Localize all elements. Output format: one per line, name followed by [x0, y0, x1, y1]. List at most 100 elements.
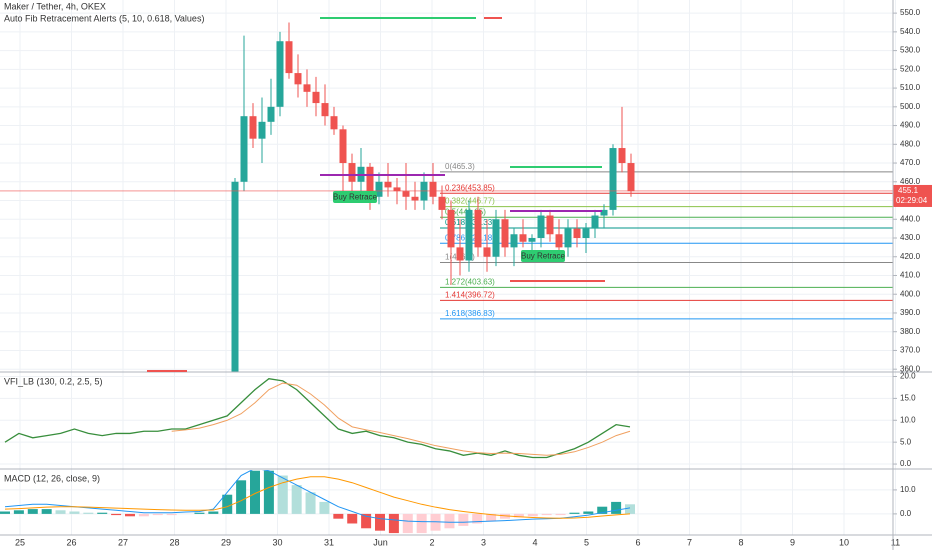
candle-body — [564, 228, 572, 248]
macd-bar — [527, 513, 538, 517]
candle-body — [303, 84, 311, 92]
y-tick-label: 0.0 — [900, 459, 912, 468]
macd-bar — [152, 513, 163, 516]
candle-body — [609, 148, 617, 210]
y-tick-label: 520.0 — [900, 64, 921, 73]
macd-title: MACD (12, 26, close, 9) — [4, 473, 100, 483]
macd-bar — [138, 513, 149, 517]
y-tick-label: 510.0 — [900, 83, 921, 92]
macd-bar — [402, 513, 413, 534]
y-tick-label: 480.0 — [900, 139, 921, 148]
candle-body — [267, 106, 275, 122]
x-tick-label: 2 — [429, 537, 434, 547]
candle-body — [456, 247, 464, 261]
macd-bar — [375, 513, 385, 531]
macd-bar — [583, 511, 594, 514]
y-tick-label: 15.0 — [900, 394, 916, 403]
y-tick-label: 490.0 — [900, 121, 921, 130]
candle-body — [627, 163, 635, 192]
candle-body — [411, 196, 419, 201]
macd-bar — [597, 506, 608, 514]
macd-bar — [388, 513, 399, 534]
macd-bar — [319, 501, 330, 514]
buy-label: Buy Retrace — [333, 193, 378, 202]
macd-bar — [222, 494, 233, 514]
x-tick-label: 28 — [169, 537, 179, 547]
x-tick-label: 5 — [584, 537, 589, 547]
x-tick-label: 31 — [324, 537, 334, 547]
macd-bar — [125, 513, 135, 517]
candle-body — [429, 181, 437, 197]
macd-bar — [513, 513, 524, 518]
y-tick-label: 370.0 — [900, 346, 921, 355]
fib-label: 0(465.3) — [445, 162, 475, 171]
countdown: 02:29:04 — [896, 196, 928, 205]
candle-body — [618, 148, 626, 164]
macd-bar — [236, 480, 247, 514]
macd-bar — [69, 511, 80, 514]
symbol-title: Maker / Tether, 4h, OKEX — [4, 1, 106, 11]
y-tick-label: 530.0 — [900, 46, 921, 55]
vfi-line — [171, 382, 631, 456]
macd-bar — [208, 511, 219, 514]
y-tick-label: 430.0 — [900, 233, 921, 242]
macd-bar — [13, 510, 24, 514]
y-tick-label: 540.0 — [900, 27, 921, 36]
macd-bar — [458, 513, 469, 526]
vfi-line — [4, 378, 631, 459]
macd-bar — [97, 512, 108, 514]
candle-body — [330, 116, 338, 130]
candle-body — [501, 219, 509, 248]
candle-body — [384, 181, 392, 188]
macd-bar — [277, 475, 288, 514]
x-tick-label: 6 — [635, 537, 640, 547]
candle-body — [285, 41, 293, 74]
candle-body — [492, 219, 500, 257]
macd-bar — [361, 513, 372, 529]
macd-bar — [27, 509, 38, 514]
x-tick-label: 29 — [221, 537, 231, 547]
candle-body — [240, 116, 248, 182]
fib-label: 0.382(446.77) — [445, 197, 495, 206]
x-tick-label: 11 — [891, 537, 900, 547]
macd-bar — [263, 470, 274, 514]
indicator-title: Auto Fib Retracement Alerts (5, 10, 0.61… — [4, 13, 204, 23]
macd-bar — [472, 513, 483, 524]
x-tick-label: 30 — [272, 537, 282, 547]
macd-bar — [486, 513, 497, 522]
candle-body — [600, 209, 608, 216]
buy-label: Buy Retrace — [521, 252, 566, 261]
vfi-title: VFI_LB (130, 0.2, 2.5, 5) — [4, 376, 103, 386]
x-tick-label: Jun — [373, 537, 388, 547]
candle-body — [249, 116, 257, 139]
candle-body — [348, 163, 356, 182]
y-tick-label: 440.0 — [900, 214, 921, 223]
candle-body — [393, 187, 401, 192]
y-tick-label: 410.0 — [900, 271, 921, 280]
macd-bar — [291, 485, 302, 514]
candle-body — [294, 73, 302, 85]
macd-bar — [83, 512, 94, 514]
y-tick-label: 390.0 — [900, 308, 921, 317]
macd-bar — [250, 470, 260, 514]
macd-bar — [0, 511, 10, 514]
macd-bar — [555, 513, 566, 516]
fib-label: 1.272(403.63) — [445, 278, 495, 287]
candle-body — [537, 215, 545, 239]
candle-body — [258, 121, 266, 139]
candle-body — [438, 196, 446, 210]
candle-body — [510, 234, 518, 248]
macd-bar — [611, 501, 622, 514]
buy-label-box — [333, 191, 377, 203]
candle-body — [402, 191, 410, 197]
macd-bar — [444, 513, 455, 529]
x-tick-label: 26 — [66, 537, 76, 547]
candle-body — [555, 234, 563, 248]
candle-body — [582, 228, 590, 239]
y-tick-label: 460.0 — [900, 177, 921, 186]
y-tick-label: 420.0 — [900, 252, 921, 261]
candle-body — [276, 41, 284, 107]
x-tick-label: 25 — [15, 537, 25, 547]
macd-bar — [347, 513, 358, 524]
